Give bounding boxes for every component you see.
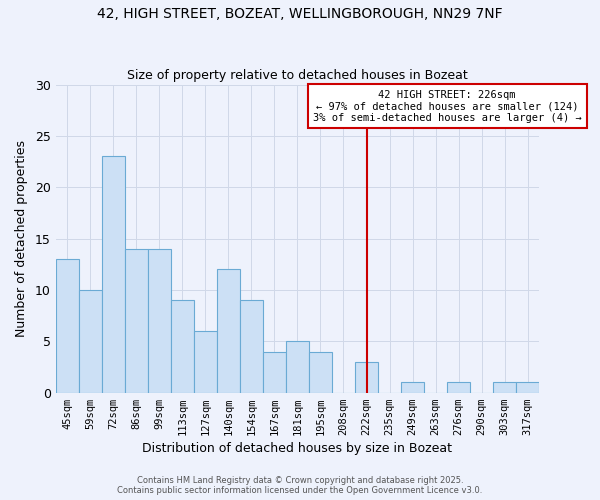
Text: Contains HM Land Registry data © Crown copyright and database right 2025.
Contai: Contains HM Land Registry data © Crown c…	[118, 476, 482, 495]
Bar	[263, 352, 286, 393]
Text: 42, HIGH STREET, BOZEAT, WELLINGBOROUGH, NN29 7NF: 42, HIGH STREET, BOZEAT, WELLINGBOROUGH,…	[97, 8, 503, 22]
Bar	[171, 300, 194, 392]
Bar	[125, 249, 148, 392]
Bar	[240, 300, 263, 392]
Text: 42 HIGH STREET: 226sqm
← 97% of detached houses are smaller (124)
3% of semi-det: 42 HIGH STREET: 226sqm ← 97% of detached…	[313, 90, 581, 123]
Bar	[286, 342, 309, 392]
Bar	[493, 382, 516, 392]
Bar	[148, 249, 171, 392]
Bar	[217, 270, 240, 392]
Bar	[56, 259, 79, 392]
Bar	[309, 352, 332, 393]
Bar	[516, 382, 539, 392]
Bar	[79, 290, 102, 392]
Bar	[355, 362, 378, 392]
Title: Size of property relative to detached houses in Bozeat: Size of property relative to detached ho…	[127, 69, 468, 82]
Bar	[447, 382, 470, 392]
X-axis label: Distribution of detached houses by size in Bozeat: Distribution of detached houses by size …	[142, 442, 452, 455]
Bar	[102, 156, 125, 392]
Bar	[401, 382, 424, 392]
Y-axis label: Number of detached properties: Number of detached properties	[15, 140, 28, 337]
Bar	[194, 331, 217, 392]
